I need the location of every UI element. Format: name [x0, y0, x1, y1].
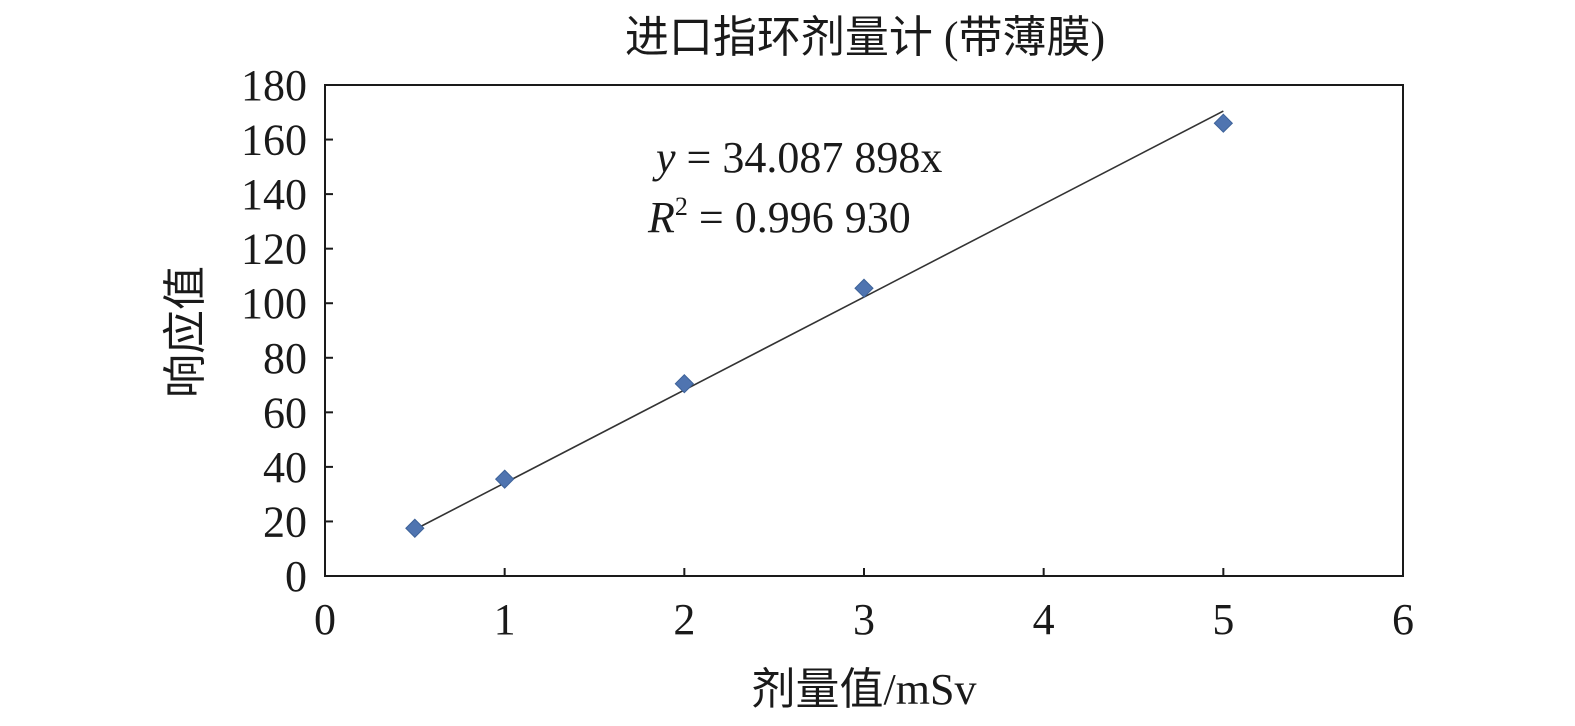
y-tick-label: 80 — [263, 334, 307, 383]
y-tick-label: 20 — [263, 497, 307, 546]
r-squared-variable: R — [647, 193, 675, 242]
x-tick-label: 3 — [853, 595, 875, 644]
r-squared-label: R2 = 0.996 930 — [647, 192, 911, 242]
x-axis-label: 剂量值/mSv — [752, 665, 977, 714]
data-point — [494, 469, 515, 489]
x-tick-label: 2 — [673, 595, 695, 644]
r-squared-exponent: 2 — [675, 192, 688, 221]
data-point — [854, 278, 874, 298]
y-tick-label: 140 — [241, 170, 307, 219]
y-tick-label: 0 — [285, 552, 307, 601]
y-tick-label: 60 — [263, 388, 307, 437]
chart-title: 进口指环剂量计 (带薄膜) — [625, 13, 1105, 62]
y-tick-label: 180 — [241, 61, 307, 110]
equation-value: = 34.087 898x — [676, 133, 943, 182]
x-axis: 0 1 2 3 4 5 6 — [314, 568, 1414, 644]
x-tick-label: 5 — [1212, 595, 1234, 644]
x-tick-label: 1 — [494, 595, 516, 644]
data-point — [1213, 113, 1234, 133]
data-point — [674, 373, 695, 394]
x-tick-label: 0 — [314, 595, 336, 644]
data-points — [405, 113, 1234, 538]
trendline — [414, 110, 1224, 531]
r-squared-value: = 0.996 930 — [688, 193, 911, 242]
x-tick-label: 4 — [1033, 595, 1055, 644]
y-tick-label: 40 — [263, 443, 307, 492]
y-axis: 0 20 40 60 80 100 120 140 160 180 — [241, 61, 333, 601]
data-point — [405, 518, 425, 538]
y-tick-label: 100 — [241, 279, 307, 328]
x-tick-label: 6 — [1392, 595, 1414, 644]
equation-variable: y — [652, 133, 676, 182]
equation-label: y = 34.087 898x — [652, 133, 942, 182]
y-tick-label: 120 — [241, 225, 307, 274]
y-tick-label: 160 — [241, 116, 307, 165]
y-axis-label: 响应值 — [161, 266, 210, 398]
